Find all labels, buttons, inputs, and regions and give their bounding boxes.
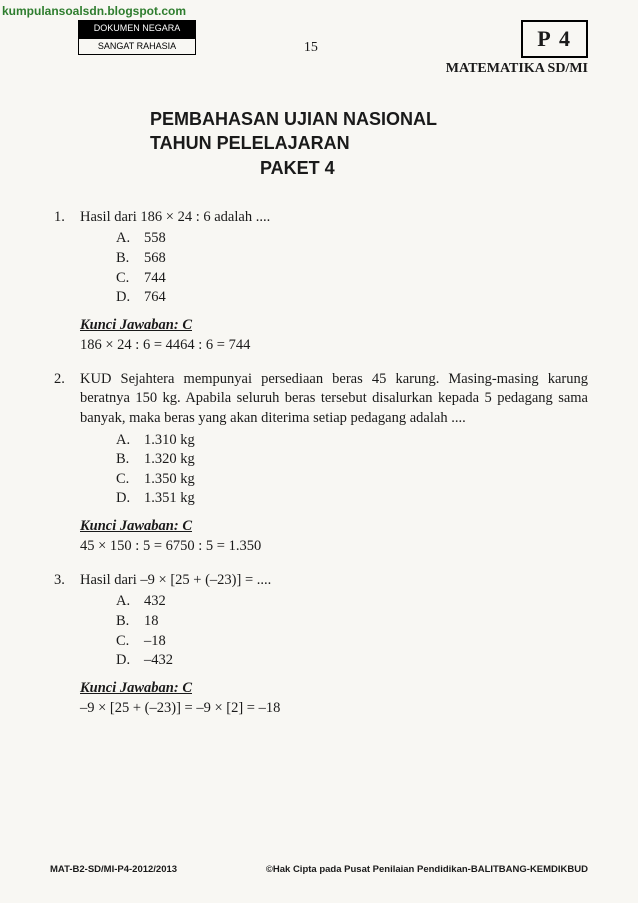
subject-label: MATEMATIKA SD/MI	[446, 61, 588, 77]
option-item: D.1.351 kg	[116, 489, 588, 509]
packet-box: P 4	[521, 20, 588, 58]
answer-work: 45 × 150 : 5 = 6750 : 5 = 1.350	[80, 537, 588, 557]
option-text: –18	[144, 632, 166, 652]
option-letter: D.	[116, 489, 144, 509]
option-item: D.–432	[116, 651, 588, 671]
option-item: A.558	[116, 229, 588, 249]
option-item: D.764	[116, 288, 588, 308]
footer: MAT-B2-SD/MI-P4-2012/2013 ©Hak Cipta pad…	[50, 864, 588, 875]
option-text: 568	[144, 249, 166, 269]
option-item: B.18	[116, 612, 588, 632]
watermark-link: kumpulansoalsdn.blogspot.com	[2, 4, 186, 18]
header-tags: DOKUMEN NEGARA SANGAT RAHASIA	[78, 20, 196, 55]
question-stem: Hasil dari –9 × [25 + (–23)] = ....	[80, 571, 588, 591]
questions-list: 1. Hasil dari 186 × 24 : 6 adalah .... A…	[50, 208, 588, 719]
title-line-1: PEMBAHASAN UJIAN NASIONAL	[150, 107, 588, 131]
option-letter: C.	[116, 632, 144, 652]
document-page: DOKUMEN NEGARA SANGAT RAHASIA 15 P 4 MAT…	[0, 0, 638, 903]
option-letter: D.	[116, 651, 144, 671]
question-stem: Hasil dari 186 × 24 : 6 adalah ....	[80, 208, 588, 228]
question-body: KUD Sejahtera mempunyai persediaan beras…	[80, 370, 588, 557]
option-text: 432	[144, 592, 166, 612]
answer-work: –9 × [25 + (–23)] = –9 × [2] = –18	[80, 699, 588, 719]
options-list: A.1.310 kg B.1.320 kg C.1.350 kg D.1.351…	[116, 431, 588, 509]
option-text: –432	[144, 651, 173, 671]
option-text: 558	[144, 229, 166, 249]
option-letter: A.	[116, 431, 144, 451]
option-item: A.1.310 kg	[116, 431, 588, 451]
option-letter: D.	[116, 288, 144, 308]
tag-sangat-rahasia: SANGAT RAHASIA	[78, 38, 196, 56]
answer-work: 186 × 24 : 6 = 4464 : 6 = 744	[80, 336, 588, 356]
options-list: A.558 B.568 C.744 D.764	[116, 229, 588, 307]
option-item: B.568	[116, 249, 588, 269]
option-text: 1.351 kg	[144, 489, 195, 509]
option-letter: C.	[116, 269, 144, 289]
option-text: 744	[144, 269, 166, 289]
title-line-3: PAKET 4	[260, 156, 588, 180]
option-item: C.744	[116, 269, 588, 289]
question-number: 3.	[50, 571, 80, 719]
footer-right: ©Hak Cipta pada Pusat Penilaian Pendidik…	[266, 864, 588, 875]
option-letter: B.	[116, 450, 144, 470]
answer-key-label: Kunci Jawaban: C	[80, 316, 588, 336]
header-right: P 4 MATEMATIKA SD/MI	[446, 20, 588, 77]
option-letter: A.	[116, 229, 144, 249]
footer-left: MAT-B2-SD/MI-P4-2012/2013	[50, 864, 177, 875]
question-body: Hasil dari 186 × 24 : 6 adalah .... A.55…	[80, 208, 588, 356]
option-item: C.1.350 kg	[116, 470, 588, 490]
option-item: C.–18	[116, 632, 588, 652]
question-item: 1. Hasil dari 186 × 24 : 6 adalah .... A…	[50, 208, 588, 356]
title-line-2: TAHUN PELELAJARAN	[150, 131, 588, 155]
option-text: 1.350 kg	[144, 470, 195, 490]
page-number: 15	[304, 40, 318, 56]
question-number: 1.	[50, 208, 80, 356]
header: DOKUMEN NEGARA SANGAT RAHASIA 15 P 4 MAT…	[50, 20, 588, 77]
option-letter: B.	[116, 612, 144, 632]
question-item: 3. Hasil dari –9 × [25 + (–23)] = .... A…	[50, 571, 588, 719]
options-list: A.432 B.18 C.–18 D.–432	[116, 592, 588, 670]
answer-key-label: Kunci Jawaban: C	[80, 679, 588, 699]
question-stem: KUD Sejahtera mempunyai persediaan beras…	[80, 370, 588, 429]
answer-key-label: Kunci Jawaban: C	[80, 517, 588, 537]
question-body: Hasil dari –9 × [25 + (–23)] = .... A.43…	[80, 571, 588, 719]
title-block: PEMBAHASAN UJIAN NASIONAL TAHUN PELELAJA…	[150, 107, 588, 180]
option-text: 1.310 kg	[144, 431, 195, 451]
option-letter: C.	[116, 470, 144, 490]
question-item: 2. KUD Sejahtera mempunyai persediaan be…	[50, 370, 588, 557]
option-letter: B.	[116, 249, 144, 269]
question-number: 2.	[50, 370, 80, 557]
option-text: 764	[144, 288, 166, 308]
option-item: B.1.320 kg	[116, 450, 588, 470]
tag-dokumen-negara: DOKUMEN NEGARA	[78, 20, 196, 38]
option-item: A.432	[116, 592, 588, 612]
option-text: 1.320 kg	[144, 450, 195, 470]
option-text: 18	[144, 612, 159, 632]
option-letter: A.	[116, 592, 144, 612]
